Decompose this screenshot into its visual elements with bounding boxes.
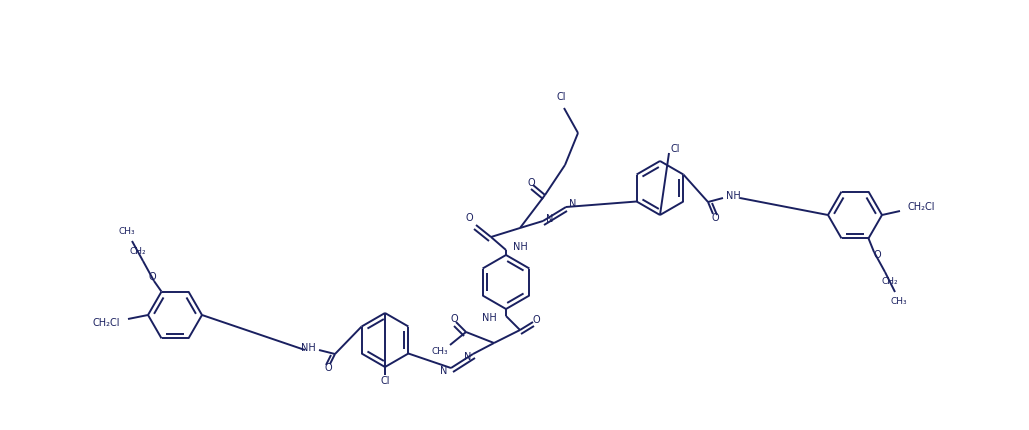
Text: O: O (324, 363, 331, 373)
Text: N: N (546, 214, 554, 224)
Text: O: O (465, 213, 472, 223)
Text: Cl: Cl (557, 92, 566, 102)
Text: NH: NH (726, 191, 741, 201)
Text: CH₃: CH₃ (432, 347, 449, 356)
Text: O: O (532, 315, 540, 325)
Text: O: O (148, 272, 155, 282)
Text: N: N (440, 366, 448, 376)
Text: O: O (711, 213, 719, 223)
Text: CH₂: CH₂ (882, 277, 898, 286)
Text: O: O (527, 178, 535, 188)
Text: CH₂: CH₂ (130, 246, 146, 255)
Text: Cl: Cl (670, 144, 680, 154)
Text: N: N (464, 352, 471, 362)
Text: N: N (569, 199, 576, 209)
Text: NH: NH (483, 313, 497, 323)
Text: CH₃: CH₃ (118, 227, 135, 236)
Text: O: O (874, 250, 881, 260)
Text: NH: NH (513, 242, 528, 252)
Text: O: O (451, 314, 458, 324)
Text: Cl: Cl (381, 376, 390, 386)
Text: NH: NH (301, 343, 316, 353)
Text: CH₃: CH₃ (891, 298, 908, 307)
Text: CH₂Cl: CH₂Cl (908, 202, 935, 212)
Text: CH₂Cl: CH₂Cl (93, 318, 120, 328)
